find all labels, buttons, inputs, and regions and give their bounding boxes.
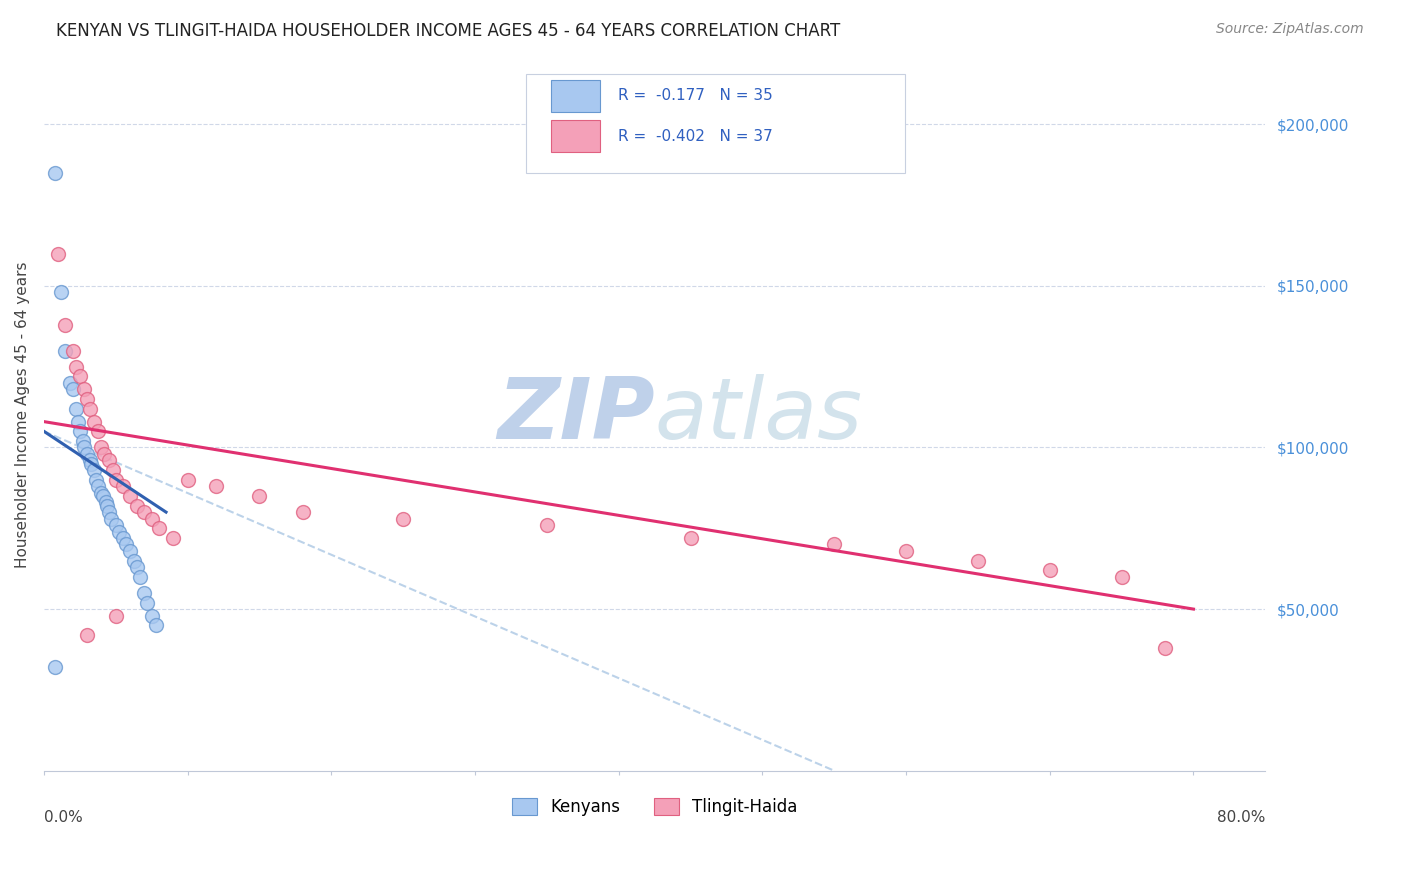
Point bbox=[79, 401, 101, 416]
Point bbox=[62, 382, 84, 396]
Point bbox=[69, 369, 91, 384]
Point bbox=[967, 553, 990, 567]
Point bbox=[107, 524, 129, 539]
FancyBboxPatch shape bbox=[526, 74, 905, 173]
Point bbox=[162, 531, 184, 545]
Point bbox=[80, 457, 103, 471]
Point bbox=[111, 531, 134, 545]
Text: R =  -0.177   N = 35: R = -0.177 N = 35 bbox=[619, 88, 773, 103]
Point bbox=[91, 489, 114, 503]
Point bbox=[1153, 640, 1175, 655]
Point bbox=[134, 586, 156, 600]
Point bbox=[90, 485, 112, 500]
Point bbox=[124, 553, 146, 567]
Y-axis label: Householder Income Ages 45 - 64 years: Householder Income Ages 45 - 64 years bbox=[15, 262, 30, 568]
Point bbox=[73, 441, 96, 455]
Point bbox=[100, 511, 122, 525]
Point bbox=[392, 511, 415, 525]
Text: atlas: atlas bbox=[655, 374, 863, 457]
Point bbox=[46, 246, 69, 260]
Text: R =  -0.402   N = 37: R = -0.402 N = 37 bbox=[619, 128, 773, 144]
Point bbox=[249, 489, 271, 503]
Text: 80.0%: 80.0% bbox=[1218, 810, 1265, 825]
Point bbox=[55, 343, 77, 358]
Point bbox=[127, 499, 149, 513]
Point bbox=[176, 473, 198, 487]
Point bbox=[120, 489, 142, 503]
Point bbox=[76, 628, 98, 642]
Point bbox=[141, 511, 163, 525]
Point bbox=[104, 608, 127, 623]
Point bbox=[101, 463, 124, 477]
Point bbox=[134, 505, 156, 519]
Point bbox=[136, 596, 159, 610]
Point bbox=[97, 453, 120, 467]
Point bbox=[76, 447, 98, 461]
Point bbox=[59, 376, 82, 390]
Point bbox=[97, 505, 120, 519]
Point bbox=[44, 660, 66, 674]
Point bbox=[79, 453, 101, 467]
Point bbox=[65, 359, 87, 374]
Point bbox=[96, 499, 118, 513]
Point bbox=[55, 318, 77, 332]
Text: Source: ZipAtlas.com: Source: ZipAtlas.com bbox=[1216, 22, 1364, 37]
Point bbox=[1111, 570, 1133, 584]
Point bbox=[83, 415, 105, 429]
Point bbox=[93, 447, 115, 461]
Point bbox=[823, 537, 845, 551]
Point bbox=[120, 544, 142, 558]
Point bbox=[65, 401, 87, 416]
Text: ZIP: ZIP bbox=[496, 374, 655, 457]
Point bbox=[49, 285, 72, 300]
Point bbox=[73, 382, 96, 396]
Text: 0.0%: 0.0% bbox=[44, 810, 83, 825]
Point bbox=[291, 505, 314, 519]
Bar bbox=[551, 79, 599, 112]
Point bbox=[127, 560, 149, 574]
Point bbox=[205, 479, 228, 493]
Point bbox=[148, 521, 170, 535]
Point bbox=[44, 166, 66, 180]
Point bbox=[141, 608, 163, 623]
Point bbox=[90, 441, 112, 455]
Point bbox=[894, 544, 917, 558]
Point bbox=[87, 425, 110, 439]
Point bbox=[145, 618, 167, 632]
Point bbox=[67, 415, 90, 429]
Point bbox=[62, 343, 84, 358]
Point bbox=[111, 479, 134, 493]
Point bbox=[76, 392, 98, 406]
Point bbox=[536, 518, 558, 533]
Point bbox=[94, 495, 117, 509]
Bar bbox=[551, 120, 599, 152]
Legend: Kenyans, Tlingit-Haida: Kenyans, Tlingit-Haida bbox=[505, 791, 804, 822]
Point bbox=[83, 463, 105, 477]
Point bbox=[104, 518, 127, 533]
Point bbox=[72, 434, 94, 448]
Point bbox=[114, 537, 136, 551]
Point bbox=[84, 473, 107, 487]
Point bbox=[87, 479, 110, 493]
Point bbox=[129, 570, 152, 584]
Text: KENYAN VS TLINGIT-HAIDA HOUSEHOLDER INCOME AGES 45 - 64 YEARS CORRELATION CHART: KENYAN VS TLINGIT-HAIDA HOUSEHOLDER INCO… bbox=[56, 22, 841, 40]
Point bbox=[1039, 563, 1062, 577]
Point bbox=[69, 425, 91, 439]
Point bbox=[679, 531, 702, 545]
Point bbox=[104, 473, 127, 487]
